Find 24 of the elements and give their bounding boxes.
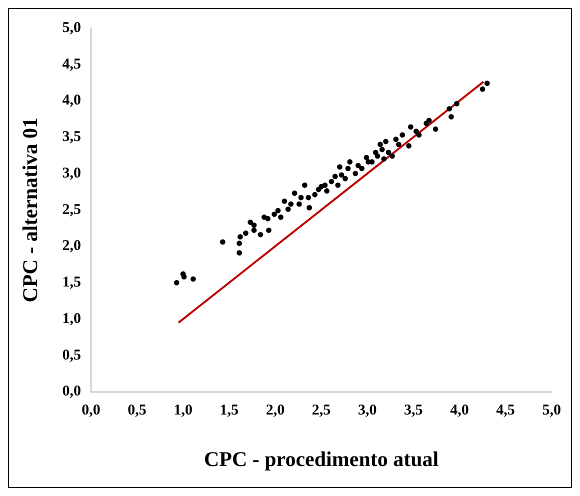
y-tick-label: 5,0	[62, 20, 81, 36]
y-tick-label: 4,5	[62, 56, 81, 72]
x-axis-title: CPC - procedimento atual	[204, 446, 439, 471]
y-tick-label: 3,0	[62, 165, 81, 182]
x-tick-label: 5,0	[542, 402, 561, 419]
y-tick-label: 1,5	[62, 274, 81, 291]
x-tick-label: 0,0	[82, 402, 100, 419]
x-tick-label: 1,0	[174, 402, 192, 419]
y-tick-label: 4,0	[62, 92, 81, 109]
y-tick-label: 2,0	[62, 238, 81, 254]
x-tick-label: 2,0	[266, 402, 285, 419]
y-tick-label: 3,5	[62, 129, 81, 146]
y-tick-label: 2,5	[62, 202, 81, 218]
x-tick-label: 3,5	[404, 402, 423, 419]
x-tick-label: 0,5	[128, 402, 146, 419]
x-tick-label: 2,5	[312, 402, 331, 419]
x-tick-label: 4,0	[450, 402, 469, 419]
x-tick-label: 3,0	[358, 402, 377, 419]
y-tick-label: 1,0	[62, 310, 81, 327]
y-tick-label: 0,5	[62, 347, 81, 364]
x-tick-label: 4,5	[496, 402, 515, 419]
y-axis-title: CPC - alternativa 01	[18, 117, 42, 302]
y-tick-label: 0,0	[62, 384, 81, 400]
x-tick-label: 1,5	[220, 402, 239, 419]
